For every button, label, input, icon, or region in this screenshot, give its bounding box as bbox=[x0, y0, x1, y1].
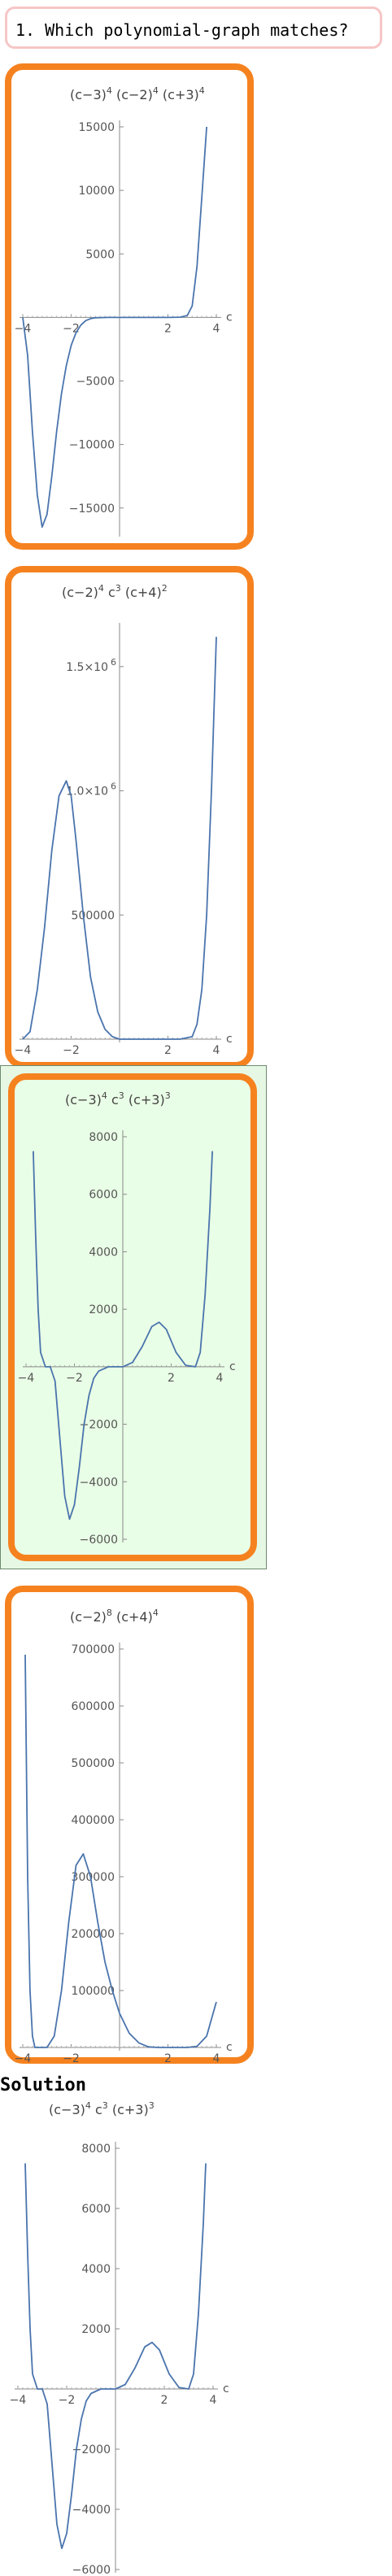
question-box: 1. Which polynomial‐graph matches? bbox=[5, 7, 382, 49]
y-tick-label: 4000 bbox=[81, 2263, 111, 2276]
x-tick-label: 4 bbox=[216, 1372, 224, 1385]
x-tick-label: 2 bbox=[164, 1044, 172, 1057]
x-tick-label: −4 bbox=[15, 322, 32, 335]
x-axis-label: c bbox=[226, 2041, 233, 2054]
y-tick-label: 2000 bbox=[89, 1303, 118, 1316]
x-axis-label: c bbox=[229, 1360, 236, 1373]
option-2-chart: (c−2)4 c3 (c+4)2−4 −2 2 4c1.5×10 61.0×10 6500… bbox=[15, 583, 233, 1057]
x-tick-label: −4 bbox=[15, 1044, 32, 1057]
y-tick-label: 1.0×10 bbox=[66, 785, 108, 798]
x-tick-label: 4 bbox=[213, 322, 220, 335]
option-3-card[interactable]: (c−3)4 c3 (c+3)3 −4 −2 2 4 c 8000 6000 4000 2000 −… bbox=[8, 1073, 257, 1561]
y-tick-label: 8000 bbox=[81, 2143, 111, 2156]
y-tick-label: 500000 bbox=[72, 909, 115, 922]
y-tick-label: 1.5×10 bbox=[66, 661, 108, 674]
x-axis-label: c bbox=[226, 311, 233, 324]
x-tick-label: −4 bbox=[10, 2394, 27, 2407]
x-axis-label: c bbox=[223, 2382, 229, 2395]
x-tick-label: 2 bbox=[164, 2052, 172, 2065]
chart-title: (c−3)4 (c−2)4 (c+3)4 bbox=[70, 85, 205, 102]
y-tick-label: −4000 bbox=[72, 2504, 111, 2517]
solution-chart: (c−3)4 c3 (c+3)3 −4 −2 2 4c 8000 6000 4000 2000 −… bbox=[10, 2100, 229, 2576]
y-tick-label: −2000 bbox=[72, 2443, 111, 2456]
option-3-chart: (c−3)4 c3 (c+3)3 −4 −2 2 4c 8000 6000 4000 2000 −… bbox=[18, 1090, 236, 1547]
y-tick-exponent: 6 bbox=[111, 657, 116, 668]
y-tick-label: 2000 bbox=[81, 2323, 111, 2336]
y-tick-label: 700000 bbox=[72, 1643, 115, 1656]
y-tick-label: −10000 bbox=[69, 439, 115, 452]
polynomial-curve bbox=[24, 2163, 207, 2549]
polynomial-curve bbox=[33, 1151, 213, 1521]
x-tick-label: −4 bbox=[18, 1372, 35, 1385]
y-tick-label: −15000 bbox=[69, 503, 115, 516]
x-tick-label: 4 bbox=[210, 2394, 217, 2407]
y-tick-label: 6000 bbox=[89, 1189, 118, 1202]
y-tick-label: −6000 bbox=[80, 1534, 118, 1547]
chart-title: (c−3)4 c3 (c+3)3 bbox=[49, 2100, 155, 2117]
y-tick-label: 400000 bbox=[72, 1814, 115, 1827]
y-tick-label: 6000 bbox=[81, 2203, 111, 2216]
y-tick-label: −2000 bbox=[80, 1419, 118, 1432]
y-tick-label: 200000 bbox=[72, 1928, 115, 1941]
polynomial-curve bbox=[24, 1654, 217, 2048]
option-4-card[interactable]: (c−2)8 (c+4)4 −4 −2 2 4 c 700000 600000 500000 40… bbox=[5, 1586, 254, 2065]
polynomial-curve bbox=[22, 126, 207, 529]
polynomial-curve bbox=[22, 637, 217, 1040]
x-tick-label: 2 bbox=[164, 322, 172, 335]
question-text: 1. Which polynomial‐graph matches? bbox=[15, 20, 349, 40]
x-tick-label: 2 bbox=[161, 2394, 168, 2407]
x-tick-label: 2 bbox=[168, 1372, 175, 1385]
chart-title: (c−2)4 c3 (c+4)2 bbox=[62, 583, 168, 600]
y-tick-label: 15000 bbox=[78, 121, 115, 134]
chart-title: (c−3)4 c3 (c+3)3 bbox=[65, 1090, 171, 1107]
option-1-chart: (c−3)4 (c−2)4 (c+3)4 −4 −2 2 4c 15000 10000 500… bbox=[15, 85, 233, 537]
y-tick-label: 5000 bbox=[85, 248, 115, 261]
x-tick-label: −2 bbox=[63, 322, 80, 335]
x-tick-label: −4 bbox=[15, 2052, 32, 2065]
y-tick-label: 100000 bbox=[72, 1985, 115, 1998]
x-axis-label: c bbox=[226, 1033, 233, 1046]
y-tick-label: 300000 bbox=[72, 1871, 115, 1884]
x-tick-label: −2 bbox=[63, 1044, 80, 1057]
y-tick-exponent: 6 bbox=[111, 781, 116, 792]
option-4-chart: (c−2)8 (c+4)4 −4 −2 2 4c 700000 600000 500000 40… bbox=[15, 1608, 233, 2065]
y-tick-label: −5000 bbox=[76, 376, 115, 389]
y-tick-label: 8000 bbox=[89, 1131, 118, 1144]
chart-title: (c−2)8 (c+4)4 bbox=[70, 1608, 159, 1625]
solution-plot: (c−3)4 c3 (c+3)3 −4 −2 2 4 c 8000 6000 4000 2000 −… bbox=[0, 2098, 244, 2576]
y-tick-label: 600000 bbox=[72, 1700, 115, 1713]
solution-heading: Solution bbox=[0, 2075, 86, 2095]
y-tick-label: 500000 bbox=[72, 1757, 115, 1770]
x-tick-label: −2 bbox=[59, 2394, 76, 2407]
y-tick-label: −4000 bbox=[80, 1476, 118, 1489]
option-1-card[interactable]: (c−3)4 (c−2)4 (c+3)4 −4 −2 2 4 c 15000 10000 500… bbox=[5, 63, 254, 550]
y-tick-label: 4000 bbox=[89, 1246, 118, 1259]
y-tick-label: −6000 bbox=[72, 2564, 111, 2576]
option-2-card[interactable]: (c−2)4 c3 (c+4)2 −4 −2 2 4 c 1.5×10 6 1.0×10 6 500… bbox=[5, 566, 254, 1068]
y-tick-label: 10000 bbox=[78, 185, 115, 198]
x-tick-label: 4 bbox=[213, 2052, 220, 2065]
x-tick-label: −2 bbox=[63, 2052, 80, 2065]
x-tick-label: −2 bbox=[66, 1372, 83, 1385]
x-tick-label: 4 bbox=[213, 1044, 220, 1057]
